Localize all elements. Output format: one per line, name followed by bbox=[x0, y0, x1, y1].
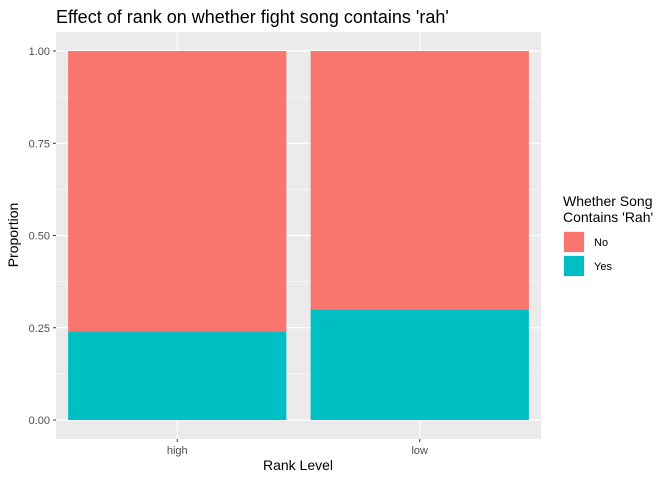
legend-label-yes: Yes bbox=[594, 261, 612, 273]
legend-items: No Yes bbox=[563, 231, 612, 277]
y-tick-label: 0.75 bbox=[29, 138, 50, 150]
y-tick-label: 1.00 bbox=[29, 46, 50, 58]
x-axis-title: Rank Level bbox=[263, 457, 333, 473]
legend-title-line2: Contains 'Rah' bbox=[563, 209, 653, 225]
bar-high-yes bbox=[68, 331, 287, 420]
y-axis: 0.00 0.25 0.50 0.75 1.00 bbox=[29, 46, 56, 427]
legend-label-no: No bbox=[594, 237, 608, 249]
bars bbox=[68, 51, 529, 420]
legend-swatch-yes bbox=[564, 256, 584, 276]
chart-title: Effect of rank on whether fight song con… bbox=[56, 7, 449, 27]
legend-swatch-no bbox=[564, 232, 584, 252]
bar-low-yes bbox=[310, 309, 529, 420]
x-axis: high low bbox=[167, 439, 428, 457]
bar-low-no bbox=[310, 51, 529, 310]
y-tick-label: 0.50 bbox=[29, 231, 50, 243]
legend-title-line1: Whether Song bbox=[563, 193, 653, 209]
legend: Whether Song Contains 'Rah' No Yes bbox=[563, 193, 653, 277]
bar-high-no bbox=[68, 51, 287, 332]
x-tick-label: low bbox=[411, 445, 428, 457]
y-tick-label: 0.25 bbox=[29, 323, 50, 335]
y-tick-label: 0.00 bbox=[29, 415, 50, 427]
x-tick-label: high bbox=[167, 445, 188, 457]
y-axis-title: Proportion bbox=[5, 203, 21, 268]
